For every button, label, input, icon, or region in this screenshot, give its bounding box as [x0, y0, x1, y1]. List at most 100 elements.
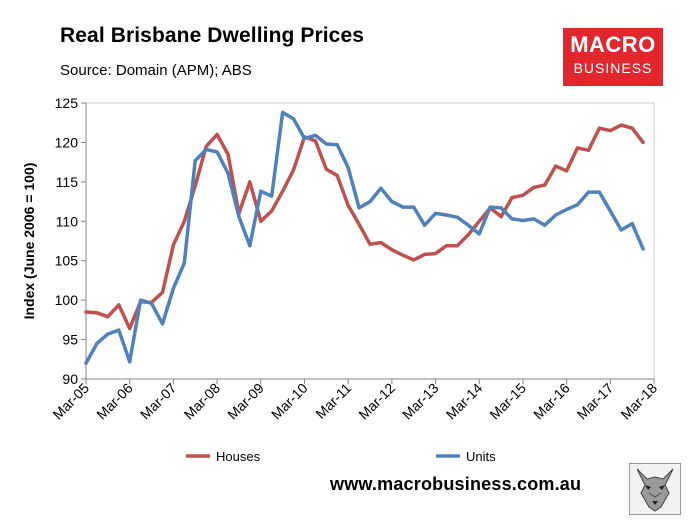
- data-point-units: [313, 133, 317, 137]
- y-tick-label: 100: [55, 292, 79, 308]
- data-point-units: [521, 218, 525, 223]
- data-point-units: [619, 228, 623, 232]
- data-point-units: [586, 190, 591, 194]
- y-tick-label: 115: [56, 174, 79, 190]
- data-point-units: [412, 205, 416, 209]
- data-point-houses: [619, 123, 623, 127]
- x-tick-label: Mar-13: [399, 380, 442, 423]
- data-point-units: [335, 143, 339, 147]
- data-point-houses: [215, 132, 219, 137]
- x-tick-label: Mar-08: [181, 380, 224, 423]
- x-tick-label: Mar-14: [443, 380, 486, 423]
- data-point-houses: [444, 244, 449, 248]
- data-point-houses: [368, 242, 372, 246]
- data-point-units: [259, 189, 263, 193]
- data-point-units: [95, 341, 99, 346]
- data-point-units: [532, 217, 536, 221]
- legend: Houses Units: [186, 449, 496, 464]
- data-point-units: [401, 205, 405, 209]
- data-point-houses: [270, 209, 274, 213]
- x-tick-label: Mar-07: [137, 380, 180, 423]
- x-tick-label: Mar-06: [93, 380, 136, 423]
- y-tick-label: 125: [55, 95, 79, 111]
- data-point-units: [139, 298, 143, 302]
- data-point-units: [641, 247, 645, 251]
- data-point-houses: [433, 252, 438, 256]
- data-point-units: [368, 200, 372, 204]
- data-point-units: [423, 223, 427, 227]
- chart-title: Real Brisbane Dwelling Prices: [60, 24, 365, 47]
- data-point-units: [291, 117, 296, 121]
- data-point-houses: [204, 144, 208, 148]
- data-point-units: [477, 232, 481, 236]
- data-point-houses: [281, 189, 285, 193]
- data-point-houses: [586, 148, 591, 152]
- data-point-houses: [521, 193, 525, 197]
- data-point-units: [171, 286, 175, 290]
- data-point-houses: [608, 129, 612, 133]
- x-tick-label: Mar-12: [355, 380, 398, 423]
- data-point-houses: [597, 126, 602, 130]
- data-point-units: [575, 203, 580, 207]
- data-point-houses: [117, 303, 121, 307]
- x-tick-label: Mar-16: [530, 380, 573, 423]
- wolf-icon: [629, 463, 681, 515]
- data-point-houses: [532, 185, 536, 189]
- data-point-houses: [565, 169, 569, 173]
- data-point-units: [226, 171, 230, 175]
- data-point-units: [630, 222, 634, 226]
- y-tick-label: 95: [62, 332, 78, 348]
- data-point-units: [488, 205, 492, 209]
- data-point-houses: [95, 311, 99, 315]
- data-point-units: [182, 261, 186, 265]
- data-point-units: [346, 166, 350, 170]
- data-point-units: [248, 244, 252, 248]
- data-point-houses: [390, 248, 394, 252]
- data-point-houses: [477, 219, 481, 223]
- data-point-houses: [335, 173, 339, 178]
- data-point-units: [510, 217, 514, 221]
- data-point-houses: [346, 203, 350, 208]
- data-point-units: [324, 142, 328, 146]
- data-point-houses: [455, 244, 459, 248]
- data-point-houses: [313, 139, 317, 143]
- macrobusiness-logo[interactable]: MACRO BUSINESS: [563, 28, 663, 86]
- data-point-houses: [128, 326, 132, 331]
- data-point-units: [608, 209, 612, 213]
- data-point-units: [84, 361, 88, 365]
- data-point-houses: [412, 258, 416, 262]
- data-point-houses: [641, 140, 645, 144]
- data-point-units: [128, 360, 132, 364]
- data-point-houses: [510, 196, 514, 200]
- data-point-houses: [259, 219, 263, 223]
- data-point-units: [149, 301, 154, 305]
- data-point-units: [390, 200, 394, 204]
- website-link[interactable]: www.macrobusiness.com.au: [330, 474, 582, 494]
- data-point-units: [379, 186, 383, 190]
- data-point-units: [433, 211, 438, 215]
- data-point-units: [204, 147, 208, 152]
- y-tick-label: 110: [56, 213, 79, 229]
- chart-source: Source: Domain (APM); ABS: [60, 62, 252, 79]
- data-point-units: [270, 194, 274, 198]
- x-tick-label: Mar-11: [312, 380, 354, 422]
- data-point-houses: [379, 241, 383, 245]
- data-point-houses: [171, 243, 175, 247]
- data-point-houses: [466, 233, 470, 237]
- data-point-units: [281, 110, 285, 115]
- data-point-houses: [554, 164, 558, 168]
- data-point-units: [160, 322, 165, 326]
- data-point-units: [106, 332, 110, 336]
- legend-houses-label[interactable]: Houses: [216, 449, 261, 464]
- data-point-houses: [499, 215, 503, 219]
- data-point-houses: [291, 168, 296, 172]
- data-point-houses: [84, 310, 88, 314]
- x-tick-label: Mar-15: [486, 380, 529, 423]
- data-point-units: [302, 136, 307, 141]
- legend-units-label[interactable]: Units: [466, 449, 496, 464]
- data-point-units: [117, 328, 121, 332]
- data-point-houses: [357, 222, 361, 226]
- y-tick-label: 105: [55, 253, 79, 269]
- x-tick-label: Mar-17: [574, 380, 617, 423]
